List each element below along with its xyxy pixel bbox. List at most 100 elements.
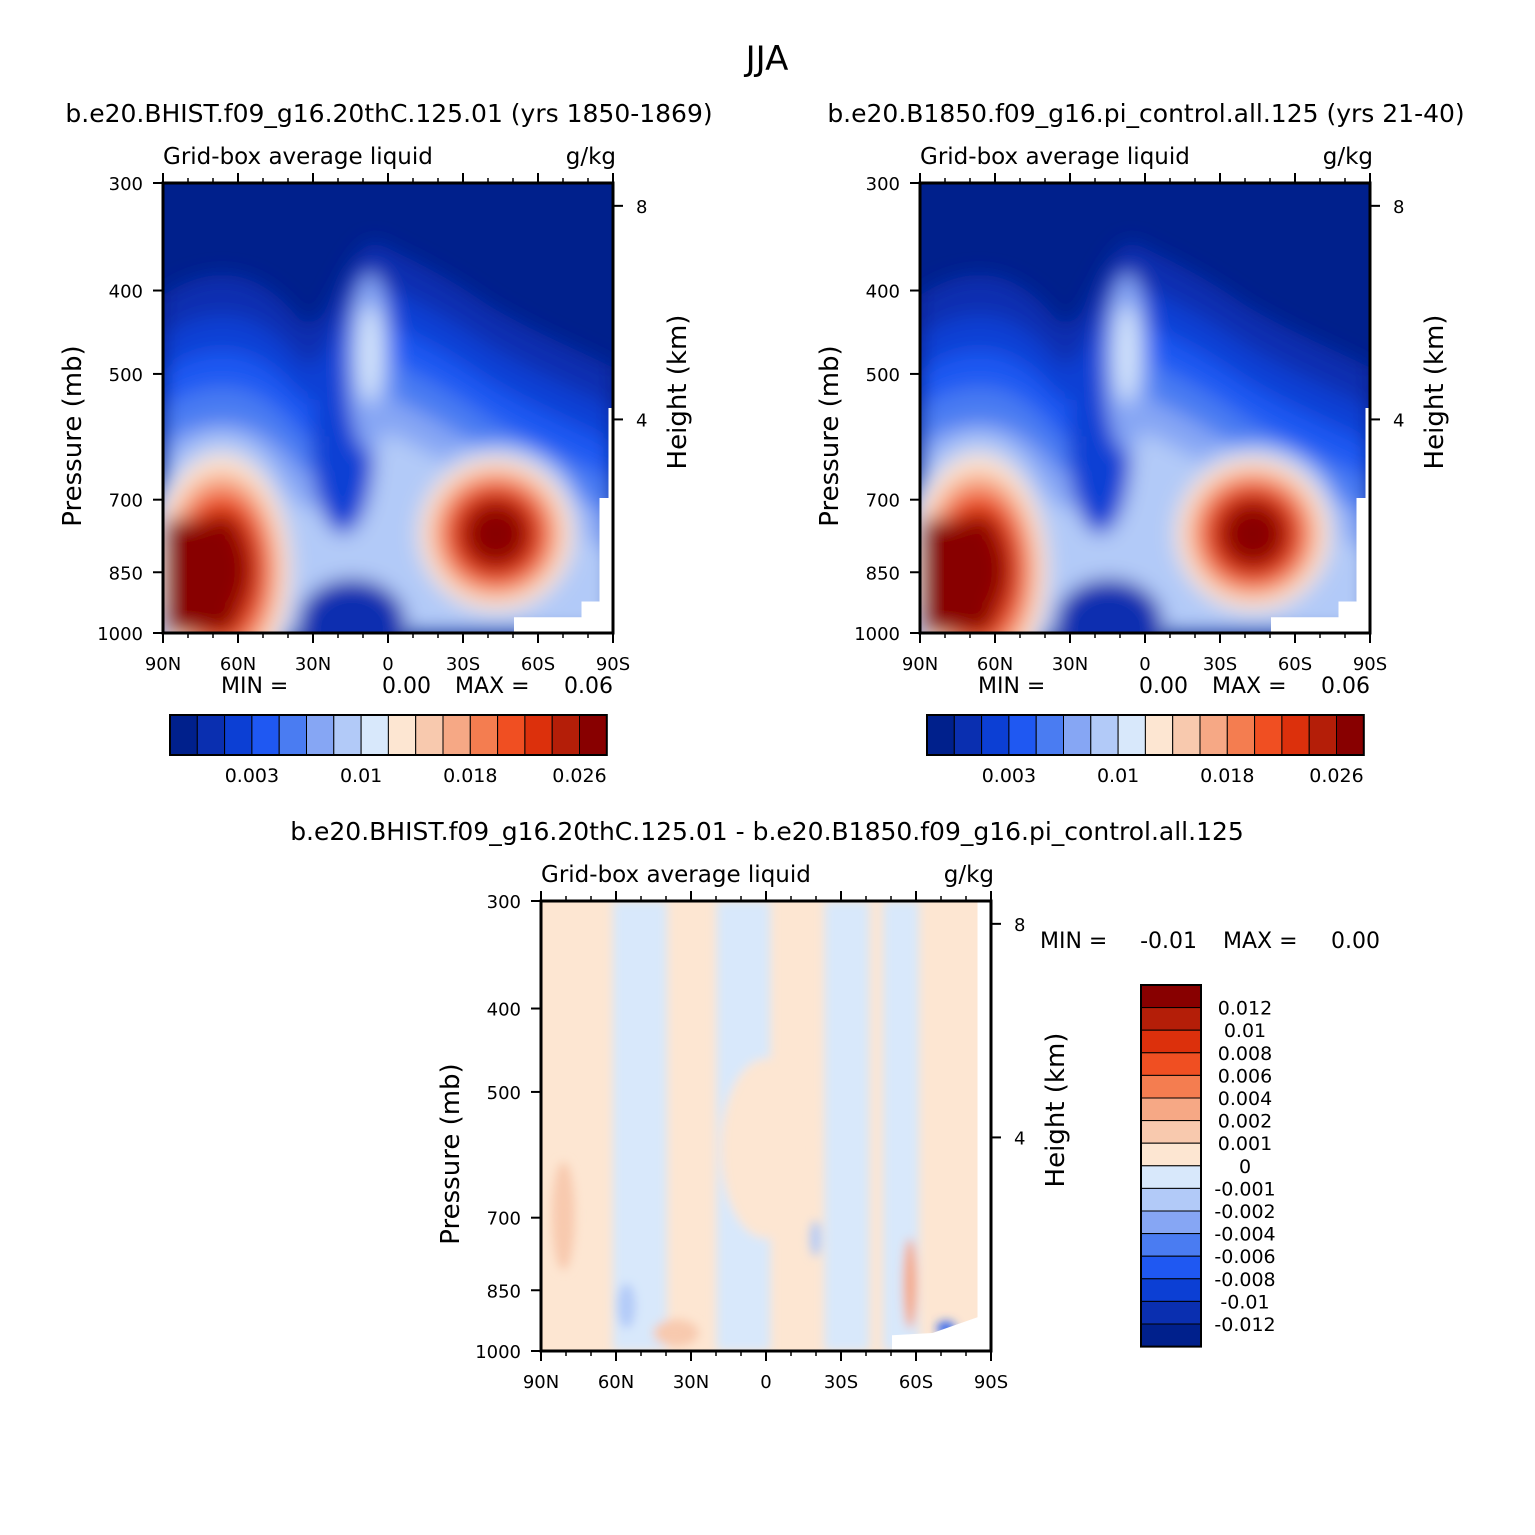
contour-band [903,1238,917,1329]
y-tick-label: 850 [866,563,900,584]
y2-tick-label: 4 [1393,410,1404,431]
units-label: g/kg [1323,144,1373,170]
colorbar-cell [1140,1233,1202,1257]
min-label: MIN = [221,674,288,699]
x-tick-label: 30S [824,1372,858,1393]
panel3-title: b.e20.BHIST.f09_g16.20thC.125.01 - b.e20… [290,817,1244,846]
colorbar-cell [1254,714,1283,756]
y-tick-label: 400 [866,282,900,303]
max-value: 0.06 [1321,674,1370,699]
x-tick-label: 0 [1139,654,1150,675]
y2-axis-label: Height (km) [1041,1033,1071,1188]
colorbar-cell [360,714,389,756]
colorbar-cell [1144,714,1174,756]
min-value: -0.01 [1140,929,1197,954]
colorbar-cell [1140,1120,1202,1144]
colorbar-label: 0.01 [340,765,382,787]
colorbar-cell [1281,714,1310,756]
y2-tick-label: 4 [636,410,647,431]
colorbar-label: 0.002 [1218,1111,1272,1133]
missing-data [892,901,991,1351]
contour-band [552,1162,575,1270]
colorbar-label: 0.01 [1224,1020,1266,1042]
colorbar-label: -0.012 [1214,1314,1275,1336]
colorbar-cell [579,714,608,756]
colorbar-cell [1035,714,1064,756]
colorbar-cell [251,714,280,756]
contour-band [298,579,406,633]
x-tick-label: 90S [596,654,630,675]
colorbar-cell [1117,714,1146,756]
x-tick-label: 30S [446,654,480,675]
y-tick-label: 300 [866,174,900,195]
colorbar-label: -0.008 [1214,1269,1275,1291]
colorbar-cell [1199,714,1228,756]
colorbar-cell [1140,1007,1202,1031]
itcz-core [1115,304,1139,404]
y-tick-label: 850 [487,1281,521,1302]
missing-data [514,408,613,633]
left-title: Grid-box average liquid [541,862,811,888]
colorbar-frame [926,714,1365,756]
colorbar-label: -0.002 [1214,1201,1275,1223]
colorbar-label: 0.006 [1218,1065,1272,1087]
y2-tick-label: 8 [1014,915,1025,936]
colorbar-cell [551,714,581,756]
contour-band [1226,507,1280,561]
x-tick-label: 30N [295,654,331,675]
x-tick-label: 30N [673,1372,709,1393]
y-tick-label: 700 [866,491,900,512]
contour-band [653,1319,699,1347]
colorbar-cell [1140,1029,1202,1054]
colorbar-cell [1226,714,1256,756]
max-label: MAX = [455,674,530,699]
contour-band [1055,579,1163,633]
panel2-title: b.e20.B1850.f09_g16.pi_control.all.125 (… [827,99,1464,128]
min-value: 0.00 [1139,674,1188,699]
missing-data [1271,408,1370,633]
heatmap-field [163,183,613,633]
colorbar-cell [169,714,198,756]
colorbar-cell [1090,714,1119,756]
contour-band [613,901,667,1351]
contour-band [721,1058,811,1239]
y-tick-label: 300 [487,892,521,913]
colorbar-label: 0.026 [1309,765,1363,787]
x-tick-label: 60N [977,654,1013,675]
x-tick-label: 90S [974,1372,1008,1393]
x-tick-label: 0 [382,654,393,675]
colorbar-cell [278,714,308,756]
units-label: g/kg [944,862,994,888]
y-tick-label: 500 [109,365,143,386]
colorbar-cell [1140,1300,1202,1325]
colorbar-label: 0.003 [982,765,1036,787]
colorbar-cell [1172,714,1201,756]
contour-band [824,901,870,1351]
colorbar-cell [333,714,362,756]
min-label: MIN = [978,674,1045,699]
colorbar-cell [469,714,499,756]
x-tick-label: 90N [145,654,181,675]
x-tick-label: 90S [1353,654,1387,675]
colorbar-cell [1063,714,1092,756]
y-axis-label: Pressure (mb) [436,1063,466,1244]
colorbar-cell [387,714,417,756]
colorbar-cell [1140,984,1202,1009]
colorbar-label: 0.01 [1097,765,1139,787]
min-label: MIN = [1040,929,1107,954]
colorbar-cell [981,714,1010,756]
units-label: g/kg [566,144,616,170]
x-tick-label: 60S [899,1372,933,1393]
y-tick-label: 300 [109,174,143,195]
y-tick-label: 400 [487,1000,521,1021]
y-tick-label: 500 [866,365,900,386]
colorbar-cell [1140,1278,1202,1302]
colorbar-cell [497,714,526,756]
colorbar-cell [415,714,444,756]
season-title: JJA [744,39,789,79]
y2-tick-label: 4 [1014,1128,1025,1149]
y-tick-label: 1000 [475,1342,521,1363]
colorbar-cell [1140,1210,1202,1235]
colorbar-cell [1140,1052,1202,1076]
y-tick-label: 400 [109,282,143,303]
